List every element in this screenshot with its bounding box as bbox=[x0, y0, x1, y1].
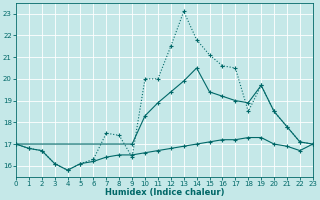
X-axis label: Humidex (Indice chaleur): Humidex (Indice chaleur) bbox=[105, 188, 224, 197]
